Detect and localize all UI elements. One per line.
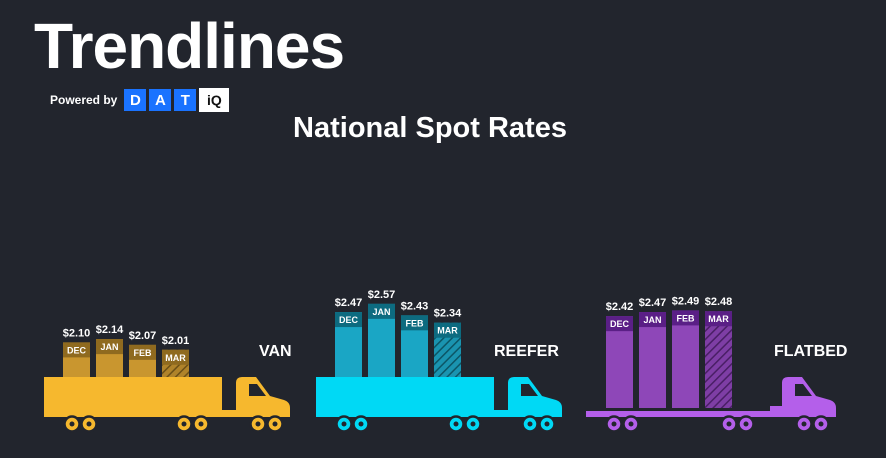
van-series-label: VAN <box>259 343 292 360</box>
logo-suffix: iQ <box>199 88 230 112</box>
flatbed-category-label-mar: MAR <box>708 314 729 324</box>
van-bar-tab-feb <box>129 344 156 360</box>
chart-subtitle-wrap: National Spot Rates <box>0 112 886 145</box>
flatbed-value-label-jan: $2.47 <box>639 297 667 309</box>
flatbed-bar-dec <box>606 316 633 408</box>
van-truck-icon <box>44 377 290 433</box>
flatbed-bar-jan <box>639 312 666 408</box>
reefer-truck-icon <box>316 377 562 433</box>
logo-letter-d: D <box>124 89 147 111</box>
van-category-label-dec: DEC <box>67 345 87 355</box>
flatbed-bar-tab-dec <box>606 316 633 332</box>
flatbed-bar-tab-jan <box>639 312 666 328</box>
flatbed-value-label-mar: $2.48 <box>705 296 733 308</box>
flatbed-category-label-feb: FEB <box>677 313 696 323</box>
flatbed-bar-tab-mar <box>705 311 732 327</box>
flatbed-bar-tab-feb <box>672 310 699 326</box>
van-bar-tab-jan <box>96 339 123 355</box>
reefer-value-label-mar: $2.34 <box>434 308 462 320</box>
flatbed-truck-icon <box>586 377 836 433</box>
reefer-series-label: REEFER <box>494 343 559 360</box>
van-bar-tab-mar <box>162 349 189 365</box>
van-value-label-feb: $2.07 <box>129 330 157 342</box>
flatbed-bar-mar <box>705 311 732 408</box>
logo-letter-t: T <box>174 89 197 111</box>
van-value-label-mar: $2.01 <box>162 335 190 347</box>
logo-letter-a: A <box>149 89 172 111</box>
reefer-bar-tab-feb <box>401 315 428 331</box>
van-category-label-mar: MAR <box>165 353 186 363</box>
reefer-value-label-dec: $2.47 <box>335 297 363 309</box>
van-bar-tab-dec <box>63 342 90 358</box>
flatbed-value-label-dec: $2.42 <box>606 301 634 313</box>
flatbed-category-label-dec: DEC <box>610 319 630 329</box>
reefer-bar-tab-dec <box>335 312 362 328</box>
flatbed-bar-feb <box>672 310 699 408</box>
reefer-category-label-mar: MAR <box>437 326 458 336</box>
reefer-value-label-jan: $2.57 <box>368 289 396 301</box>
van-value-label-jan: $2.14 <box>96 324 124 336</box>
reefer-category-label-jan: JAN <box>372 307 390 317</box>
van-category-label-jan: JAN <box>100 342 118 352</box>
reefer-category-label-dec: DEC <box>339 315 359 325</box>
reefer-value-label-feb: $2.43 <box>401 300 429 312</box>
chart-subtitle: National Spot Rates <box>293 112 567 144</box>
flatbed-series-label: FLATBED <box>774 343 847 360</box>
van-category-label-feb: FEB <box>134 348 153 358</box>
powered-by-text: Powered by <box>50 93 118 107</box>
page-title: Trendlines <box>34 10 345 82</box>
flatbed-category-label-jan: JAN <box>643 315 661 325</box>
van-value-label-dec: $2.10 <box>63 327 91 339</box>
reefer-bar-tab-jan <box>368 303 395 319</box>
powered-by-badge: Powered by D A T iQ <box>50 88 232 112</box>
reefer-bar-tab-mar <box>434 322 461 338</box>
reefer-category-label-feb: FEB <box>406 318 425 328</box>
flatbed-value-label-feb: $2.49 <box>672 295 700 307</box>
